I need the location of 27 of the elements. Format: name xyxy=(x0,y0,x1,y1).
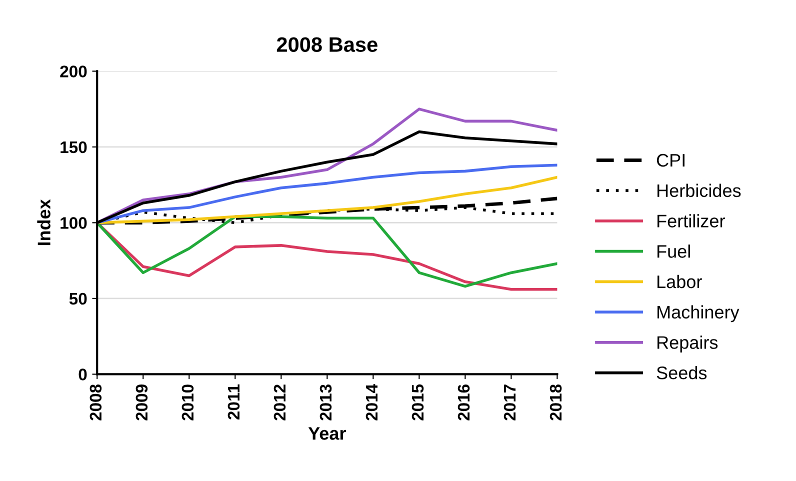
chart-title: 2008 Base xyxy=(276,37,378,52)
y-tick-label: 200 xyxy=(60,66,87,78)
y-tick-label: 0 xyxy=(78,368,87,380)
x-axis-title: Year xyxy=(308,427,346,440)
legend-label: Seeds xyxy=(656,366,707,380)
y-tick-label: 50 xyxy=(69,292,87,305)
legend-label: Herbicides xyxy=(658,184,741,198)
x-tick-label: 2008 xyxy=(90,384,102,420)
x-tick-label: 2010 xyxy=(182,384,194,420)
legend-label: Fertilizer xyxy=(658,214,725,228)
legend-label: CPI xyxy=(656,154,684,167)
legend-label: Repairs xyxy=(658,336,718,353)
legend-label: Fuel xyxy=(658,244,690,258)
x-tick-label: 2016 xyxy=(458,384,470,420)
x-tick-label: 2014 xyxy=(366,384,378,420)
legend-label: Machinery xyxy=(658,305,740,322)
x-tick-label: 2017 xyxy=(504,384,516,420)
y-axis-title: Index xyxy=(37,199,50,246)
x-tick-label: 2013 xyxy=(320,384,332,420)
legend-label: Labor xyxy=(658,274,702,288)
x-tick-label: 2012 xyxy=(274,384,286,420)
x-tick-label: 2015 xyxy=(412,384,424,420)
y-tick-label: 150 xyxy=(60,141,87,154)
x-tick-label: 2009 xyxy=(136,384,148,420)
x-tick-label: 2011 xyxy=(228,384,240,420)
y-tick-label: 100 xyxy=(60,217,87,229)
x-tick-label: 2018 xyxy=(550,384,562,420)
